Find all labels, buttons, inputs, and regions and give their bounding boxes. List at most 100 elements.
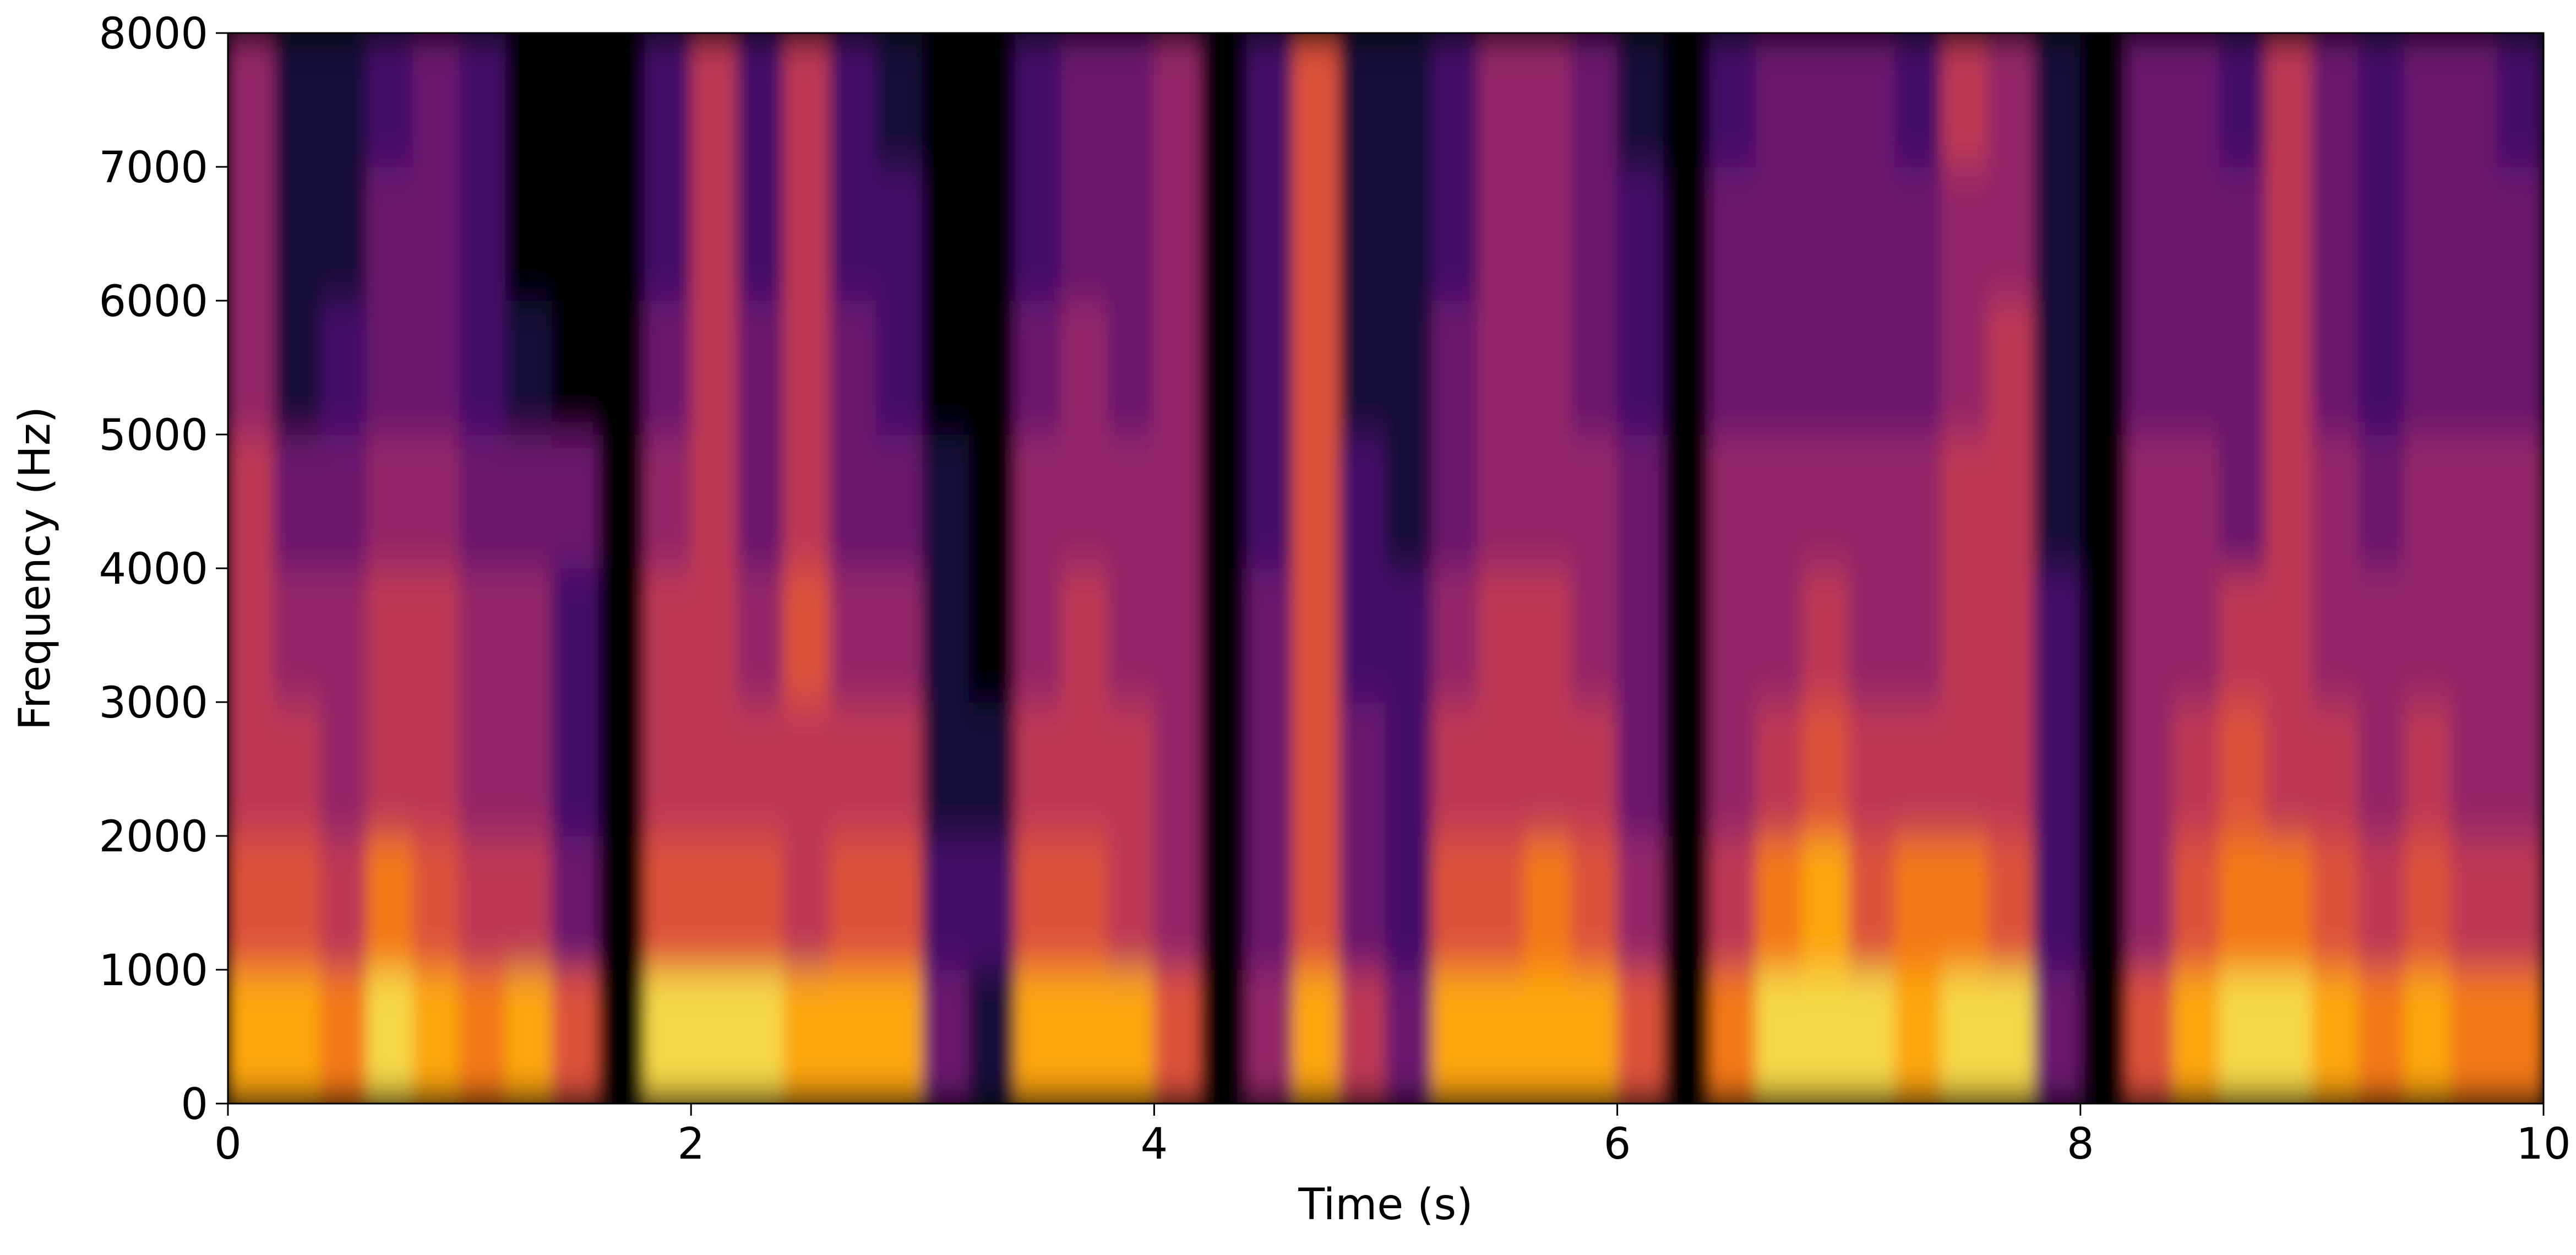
spectrogram-cell: [1617, 300, 1664, 435]
spectrogram-cell: [1478, 33, 1525, 167]
spectrogram-cell: [2265, 969, 2312, 1104]
spectrogram-cell: [228, 33, 275, 167]
spectrogram-cell: [1107, 166, 1154, 301]
spectrogram-cell: [922, 702, 970, 836]
spectrogram-cell: [1570, 835, 1618, 970]
spectrogram-cell: [1663, 568, 1711, 703]
spectrogram-cell: [274, 969, 321, 1104]
spectrogram-cell: [1663, 835, 1711, 970]
spectrogram-cell: [1570, 33, 1618, 167]
spectrogram-cell: [1894, 434, 1942, 569]
spectrogram-cell: [1941, 434, 1989, 569]
spectrogram-cell: [2080, 568, 2127, 703]
spectrogram-cell: [690, 835, 738, 970]
spectrogram-cell: [1802, 969, 1849, 1104]
spectrogram-cell: [1385, 33, 1433, 167]
spectrogram-cell: [274, 835, 321, 970]
spectrogram-cell: [2126, 166, 2174, 301]
spectrogram-cell: [366, 300, 413, 435]
spectrogram-cell: [505, 969, 553, 1104]
spectrogram-cell: [505, 835, 553, 970]
spectrogram-cell: [1431, 969, 1479, 1104]
y-tick-label: 2000: [99, 812, 208, 862]
spectrogram-cell: [1756, 166, 1803, 301]
spectrogram-cell: [644, 166, 691, 301]
spectrogram-cell: [1894, 969, 1942, 1104]
spectrogram-cell: [1293, 166, 1340, 301]
spectrogram-cell: [2265, 434, 2312, 569]
spectrogram-cell: [1709, 300, 1757, 435]
spectrogram-cell: [459, 166, 507, 301]
spectrogram-cell: [2358, 300, 2405, 435]
spectrogram-cell: [1802, 835, 1849, 970]
spectrogram-cell: [1848, 969, 1896, 1104]
spectrogram-cell: [1617, 568, 1664, 703]
spectrogram-cell: [274, 702, 321, 836]
spectrogram-cell: [876, 702, 923, 836]
spectrogram-cell: [1570, 300, 1618, 435]
spectrogram-cell: [690, 969, 738, 1104]
spectrogram-cell: [274, 300, 321, 435]
spectrogram-cell: [1061, 300, 1108, 435]
spectrogram-cell: [1339, 568, 1386, 703]
spectrogram-cell: [783, 702, 831, 836]
spectrogram-cell: [968, 969, 1016, 1104]
spectrogram-cell: [1987, 434, 2035, 569]
spectrogram-cell: [505, 166, 553, 301]
spectrogram-cell: [876, 969, 923, 1104]
y-tick-label: 7000: [99, 143, 208, 193]
spectrogram-image: [228, 33, 2544, 1104]
spectrogram-cell: [1246, 568, 1294, 703]
spectrogram-cell: [1524, 702, 1571, 836]
spectrogram-cell: [1339, 166, 1386, 301]
spectrogram-cell: [876, 568, 923, 703]
spectrogram-cell: [366, 434, 413, 569]
spectrogram-cell: [2034, 166, 2081, 301]
spectrogram-cell: [274, 166, 321, 301]
spectrogram-cell: [1293, 434, 1340, 569]
spectrogram-cell: [2358, 702, 2405, 836]
spectrogram-cell: [876, 300, 923, 435]
spectrogram-cell: [1061, 568, 1108, 703]
spectrogram-cell: [274, 434, 321, 569]
spectrogram-cell: [1894, 166, 1942, 301]
spectrogram-cell: [1293, 835, 1340, 970]
spectrogram-cell: [783, 568, 831, 703]
spectrogram-cell: [2219, 33, 2266, 167]
spectrogram-cell: [1478, 434, 1525, 569]
spectrogram-cell: [2497, 568, 2544, 703]
spectrogram-cell: [2126, 300, 2174, 435]
spectrogram-cell: [1570, 702, 1618, 836]
spectrogram-cell: [1894, 835, 1942, 970]
spectrogram-cell: [1709, 702, 1757, 836]
spectrogram-cell: [737, 300, 784, 435]
spectrogram-cell: [968, 166, 1016, 301]
spectrogram-cell: [2358, 969, 2405, 1104]
spectrogram-cell: [552, 166, 599, 301]
spectrogram-cell: [2404, 969, 2452, 1104]
spectrogram-cell: [737, 33, 784, 167]
spectrogram-cell: [830, 300, 877, 435]
spectrogram-cell: [922, 434, 970, 569]
spectrogram-cell: [1385, 568, 1433, 703]
spectrogram-cell: [2404, 166, 2452, 301]
spectrogram-cell: [1200, 33, 1248, 167]
x-tick-label: 10: [2516, 1120, 2570, 1169]
spectrogram-cell: [2219, 166, 2266, 301]
spectrogram-cell: [366, 568, 413, 703]
spectrogram-cell: [2265, 300, 2312, 435]
spectrogram-cell: [412, 969, 460, 1104]
y-tick-label: 5000: [99, 411, 208, 460]
spectrogram-cell: [2219, 969, 2266, 1104]
spectrogram-cell: [1987, 33, 2035, 167]
spectrogram-cell: [228, 166, 275, 301]
spectrogram-cell: [2311, 434, 2359, 569]
spectrogram-cell: [1570, 166, 1618, 301]
spectrogram-cell: [459, 702, 507, 836]
spectrogram-cell: [228, 969, 275, 1104]
spectrogram-cell: [1987, 166, 2035, 301]
spectrogram-cell: [1107, 568, 1154, 703]
spectrogram-cell: [2034, 702, 2081, 836]
spectrogram-cell: [1153, 33, 1201, 167]
spectrogram-cell: [1385, 300, 1433, 435]
